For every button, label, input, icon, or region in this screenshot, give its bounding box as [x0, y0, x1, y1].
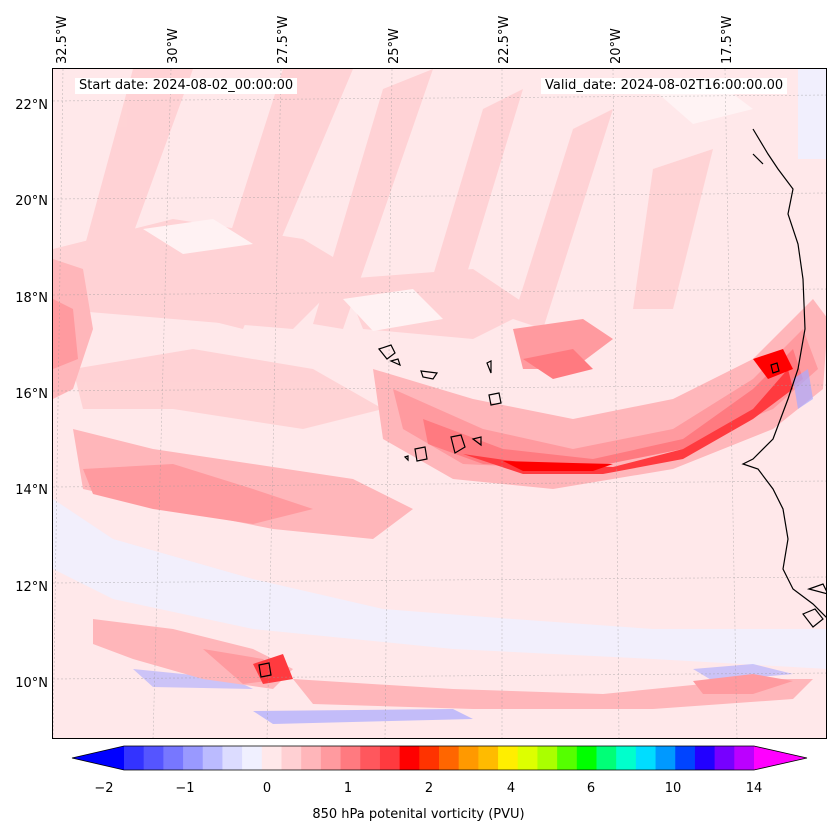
colorbar-cell — [301, 746, 322, 770]
cb-tick-1: 1 — [343, 781, 353, 796]
colorbar-cell — [498, 746, 519, 770]
colorbar-cell — [320, 746, 342, 770]
lon-label-20w: 20°W — [609, 28, 624, 64]
lon-label-32.5w: 32.5°W — [55, 15, 70, 64]
lon-label-30w: 30°W — [166, 28, 181, 64]
colorbar-cell — [124, 746, 145, 770]
colorbar-extend-max — [754, 746, 807, 770]
colorbar-cell — [439, 746, 460, 770]
start-date-label: Start date: 2024-08-02_00:00:00 — [75, 78, 298, 94]
colorbar-cell — [596, 746, 617, 770]
lon-label-25w: 25°W — [387, 28, 402, 64]
cape-verde-islands — [258, 344, 826, 678]
colorbar-cell — [340, 746, 361, 770]
colorbar-cells — [71, 745, 808, 771]
colorbar-cell — [222, 746, 243, 770]
cb-tick-14: 14 — [745, 781, 763, 796]
lon-label-27.5w: 27.5°W — [276, 15, 291, 64]
colorbar-cell — [694, 746, 716, 770]
graticule — [53, 69, 826, 738]
colorbar-cell — [163, 746, 184, 770]
pv-map — [52, 68, 827, 739]
colorbar-cell — [576, 746, 597, 770]
colorbar-cell — [714, 746, 735, 770]
colorbar-cell — [399, 746, 420, 770]
colorbar-cell — [675, 746, 696, 770]
cb-tick-neg2: −2 — [94, 781, 114, 796]
cb-tick-0: 0 — [262, 781, 272, 796]
colorbar-cell — [478, 746, 499, 770]
lon-label-22.5w: 22.5°W — [497, 15, 512, 64]
lat-label-14n: 14°N — [15, 483, 48, 498]
colorbar-cell — [458, 746, 479, 770]
lat-label-16n: 16°N — [15, 387, 48, 402]
cb-tick-4: 4 — [506, 781, 516, 796]
colorbar-title: 850 hPa potenital vorticity (PVU) — [312, 807, 525, 822]
cb-tick-2: 2 — [424, 781, 434, 796]
pv-left-band — [53, 259, 413, 539]
colorbar-cell — [419, 746, 440, 770]
colorbar-cell — [537, 746, 558, 770]
colorbar-cell — [557, 746, 578, 770]
cb-tick-6: 6 — [586, 781, 596, 796]
colorbar-cell — [261, 746, 282, 770]
lat-label-18n: 18°N — [15, 291, 48, 306]
cb-tick-neg1: −1 — [175, 781, 195, 796]
colorbar-cell — [143, 746, 164, 770]
lat-label-20n: 20°N — [15, 194, 48, 209]
colorbar-outline — [71, 745, 808, 771]
colorbar-cell — [360, 746, 381, 770]
lat-label-10n: 10°N — [15, 676, 48, 691]
lon-label-17.5w: 17.5°W — [720, 15, 735, 64]
colorbar-cell — [379, 746, 401, 770]
colorbar-extend-min — [72, 746, 124, 770]
pv-negative-zones — [53, 369, 826, 724]
colorbar-cell — [183, 746, 204, 770]
lat-label-22n: 22°N — [15, 98, 48, 113]
pv-field — [53, 69, 826, 738]
colorbar-cell — [281, 746, 302, 770]
colorbar-cell — [734, 746, 755, 770]
coastline — [741, 128, 826, 618]
colorbar-cell — [517, 746, 538, 770]
colorbar-cell — [242, 746, 263, 770]
colorbar-cell — [616, 746, 637, 770]
valid-date-label: Valid_date: 2024-08-02T16:00:00.00 — [541, 78, 788, 94]
cb-tick-10: 10 — [664, 781, 682, 796]
pv-lower-bands — [93, 619, 813, 709]
lat-label-12n: 12°N — [15, 580, 48, 595]
colorbar-cell — [635, 746, 657, 770]
colorbar-cell — [655, 746, 676, 770]
pv-upper-streaks — [53, 69, 826, 429]
colorbar-cell — [202, 746, 223, 770]
